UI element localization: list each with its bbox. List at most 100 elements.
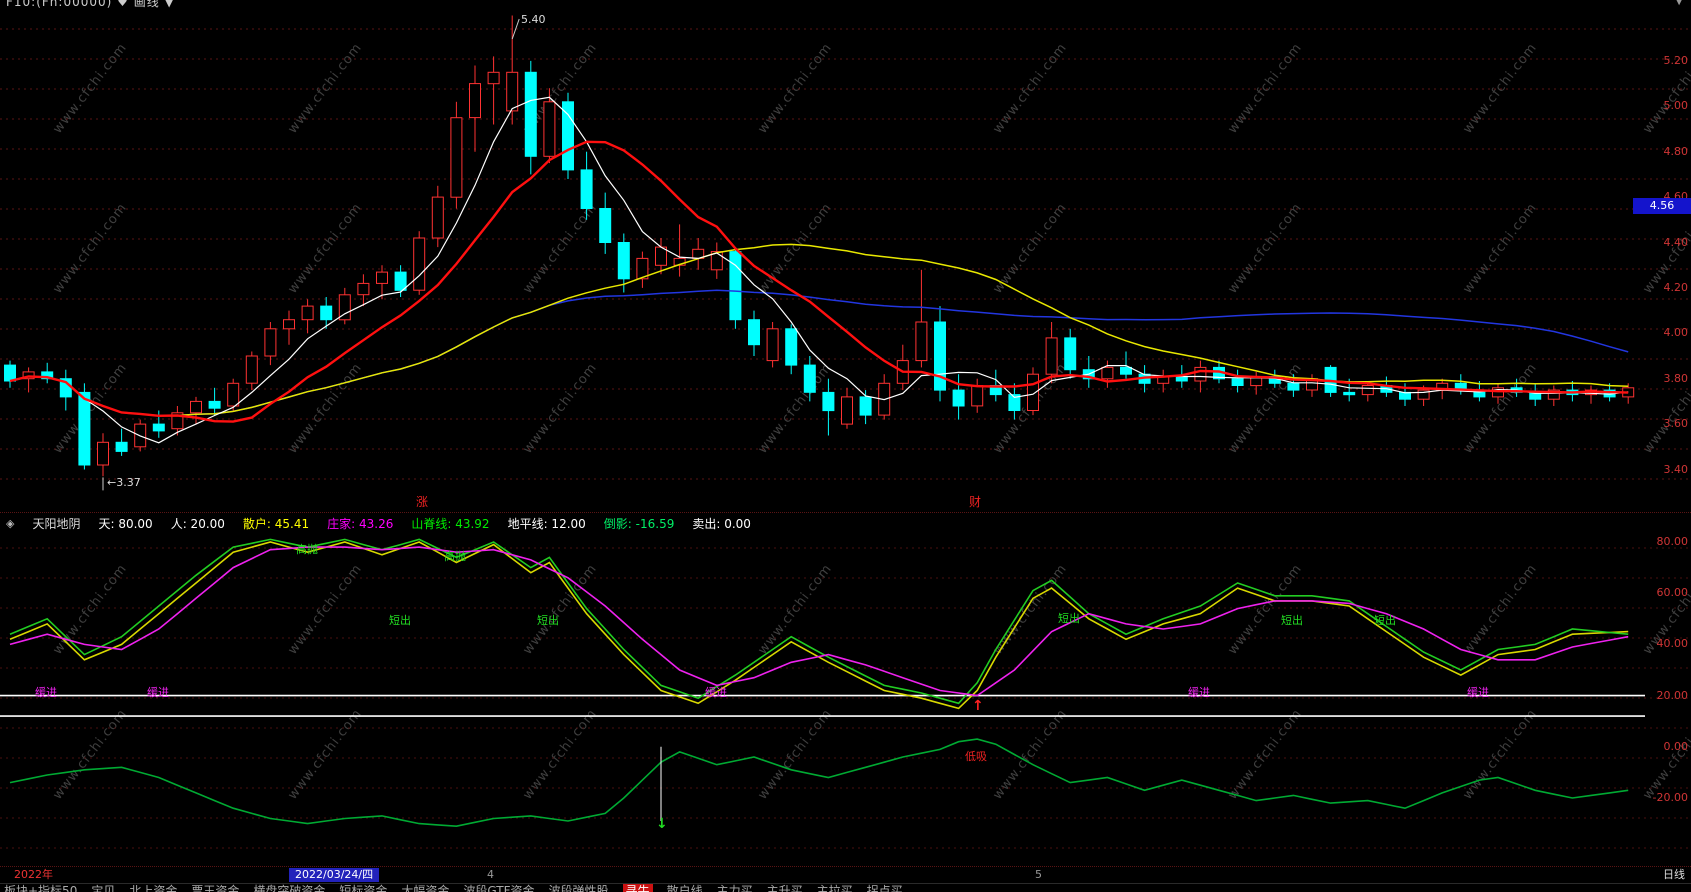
candle-body xyxy=(115,441,128,452)
candle-body xyxy=(543,101,556,157)
candle-body xyxy=(580,169,593,209)
candle-body xyxy=(803,364,816,393)
signal-label: 缓进 xyxy=(705,686,727,699)
price-axis-label: 4.20 xyxy=(1663,281,1689,294)
candle-body xyxy=(1101,366,1114,380)
candle-body xyxy=(171,412,184,430)
candles xyxy=(4,15,1635,477)
indicator-axis-label: -20.00 xyxy=(1652,791,1688,804)
candle-body xyxy=(376,271,388,284)
toolbar-item[interactable]: 板块+指标50 xyxy=(4,884,78,892)
candle-body xyxy=(1045,337,1058,375)
toolbar-item[interactable]: 短标资金 xyxy=(339,884,388,892)
indicator-value: 卖出: 0.00 xyxy=(692,516,751,531)
candle-body xyxy=(952,389,965,407)
toolbar-item[interactable]: 寻牛 xyxy=(622,884,653,892)
candle-body xyxy=(450,117,463,198)
signal-label: 缓进 xyxy=(1188,686,1210,699)
candle-body xyxy=(431,196,444,239)
toolbar-item[interactable]: 散户线 xyxy=(666,884,703,892)
indicator-axis-label: 20.00 xyxy=(1656,689,1689,702)
candle-body xyxy=(971,385,984,407)
toolbar-item[interactable]: 波段GTF资金 xyxy=(463,884,535,892)
toolbar-item[interactable]: 票王资金 xyxy=(191,884,240,892)
candle-body xyxy=(562,101,574,171)
chevron-down-icon[interactable]: ▼ xyxy=(1675,0,1683,7)
toolbar-item[interactable]: 主升买 xyxy=(766,884,803,892)
signal-label: 高抛 xyxy=(296,543,318,556)
toolbar-item[interactable]: 北上资金 xyxy=(129,884,178,892)
main-candlestick-chart[interactable]: www.cfchi.com www.cfchi.com www.cfchi.com w… xyxy=(0,11,1691,512)
indicator-header: ◈ 天阳地阴 天: 80.00 人: 20.00 散户: 45.41 庄家: 43.26… xyxy=(0,512,1691,533)
indicator-value: 山脊线: 43.92 xyxy=(411,516,490,531)
timeline-bar: 2022年 2022/03/24/四 4 5 日线 xyxy=(0,867,1691,883)
candle-body xyxy=(1027,373,1039,412)
candle-body xyxy=(1343,391,1356,396)
toolbar-item[interactable]: 主力买 xyxy=(716,884,753,892)
candlestick-svg xyxy=(0,15,1691,491)
price-axis-label: 4.60 xyxy=(1663,190,1689,203)
signal-label: 缓进 xyxy=(1467,686,1489,699)
candle-body xyxy=(1547,389,1560,400)
candle-body xyxy=(190,400,202,414)
candle-body xyxy=(208,400,221,409)
timeline-selected-date: 2022/03/24/四 xyxy=(289,868,380,882)
candle-body xyxy=(227,382,240,407)
candle-body xyxy=(41,371,54,380)
candle-body xyxy=(766,328,779,362)
toolbar-item[interactable]: 宝贝 xyxy=(91,884,116,892)
low-price-annotation: ←3.37 xyxy=(107,476,141,489)
toolbar-item[interactable]: 拐点买 xyxy=(866,884,903,892)
candle-body xyxy=(487,71,500,85)
sell-arrow-icon: ↓ xyxy=(656,816,668,832)
high-price-annotation: 5.40 xyxy=(521,13,546,26)
indicator-chart[interactable]: www.cfchi.com www.cfchi.com www.cfchi.com w… xyxy=(0,532,1691,867)
candle-body xyxy=(1008,394,1021,412)
signal-label: 高抛 xyxy=(444,550,466,563)
candle-body xyxy=(78,391,91,466)
candle-body xyxy=(152,423,165,432)
high-annotation-line xyxy=(511,18,520,40)
indicator-icon[interactable]: ◈ xyxy=(6,516,15,530)
candle-body xyxy=(469,83,481,119)
candle-body xyxy=(1399,391,1411,400)
candle-body xyxy=(1120,366,1132,375)
price-axis-label: 4.00 xyxy=(1663,326,1689,339)
toolbar-item[interactable]: 大幅资金 xyxy=(401,884,450,892)
candle-body xyxy=(617,242,630,280)
indicator-axis-label: 40.00 xyxy=(1656,637,1689,650)
toolbar-item[interactable]: 主拉买 xyxy=(816,884,853,892)
candle-body xyxy=(320,305,333,321)
signal-label: 低吸 xyxy=(965,750,987,763)
indicator-axis-label: 60.00 xyxy=(1656,586,1689,599)
indicator-svg xyxy=(0,538,1691,849)
divider-label: 涨 xyxy=(416,495,429,509)
candle-body xyxy=(710,251,723,271)
candle-body xyxy=(245,355,258,384)
signal-label: 短出 xyxy=(537,614,559,627)
candle-body xyxy=(283,319,295,330)
price-axis-label: 3.80 xyxy=(1663,372,1689,385)
candle-body xyxy=(338,294,351,321)
price-axis-label: 3.60 xyxy=(1663,417,1689,430)
indicator-value: 倒影: -16.59 xyxy=(603,516,675,531)
bottom-toolbar: 板块+指标50 宝贝 北上资金 票王资金 横盘突破资金 短标资金 大幅资金 波段GTF资金 波段… xyxy=(0,883,1691,892)
candle-body xyxy=(785,328,798,366)
candle-body xyxy=(822,391,835,412)
indicator-axis-label: 80.00 xyxy=(1656,535,1689,548)
timeline-year: 2022年 xyxy=(14,868,53,881)
candle-body xyxy=(264,328,277,357)
latest-price-badge: 4.56 xyxy=(1633,198,1691,214)
candle-body xyxy=(394,271,407,291)
candle-body xyxy=(506,71,519,112)
toolbar-item[interactable]: 横盘突破资金 xyxy=(253,884,326,892)
period-selector[interactable]: 日线 xyxy=(1663,868,1685,881)
buy-arrow-icon: ↑ xyxy=(972,698,984,714)
indicator-value: 庄家: 43.26 xyxy=(327,516,394,531)
price-axis-label: 4.40 xyxy=(1663,236,1689,249)
indicator-value: 地平线: 12.00 xyxy=(507,516,586,531)
candle-body xyxy=(1175,376,1188,382)
timeline-month: 5 xyxy=(1035,868,1042,881)
toolbar-item[interactable]: 波段弹性股 xyxy=(548,884,609,892)
price-axis-label: 4.80 xyxy=(1663,145,1689,158)
